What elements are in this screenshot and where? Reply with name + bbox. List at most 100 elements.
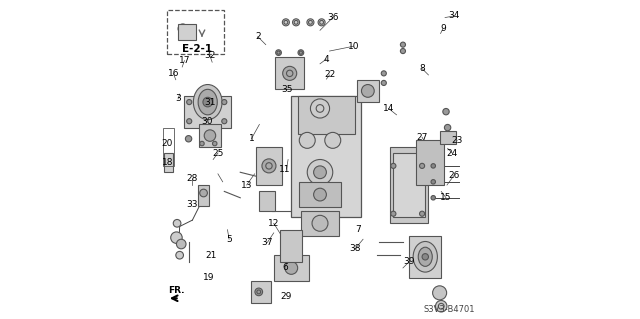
Circle shape: [298, 50, 304, 56]
Circle shape: [203, 97, 212, 107]
Circle shape: [312, 215, 328, 231]
Text: 33: 33: [187, 200, 198, 209]
Text: 27: 27: [417, 133, 428, 142]
Circle shape: [420, 211, 424, 216]
Circle shape: [285, 262, 298, 274]
Circle shape: [420, 163, 424, 168]
Text: 24: 24: [447, 149, 458, 158]
Text: E-2-1: E-2-1: [182, 44, 212, 55]
Circle shape: [173, 219, 181, 227]
Bar: [394, 153, 425, 217]
Circle shape: [401, 48, 406, 54]
Text: 29: 29: [281, 292, 292, 301]
Circle shape: [262, 159, 276, 173]
Circle shape: [391, 211, 396, 216]
Text: 34: 34: [448, 11, 460, 20]
Bar: [291, 96, 362, 217]
Circle shape: [200, 141, 204, 146]
Bar: [163, 128, 174, 166]
Circle shape: [171, 232, 182, 243]
Text: 26: 26: [448, 171, 460, 180]
Circle shape: [186, 136, 192, 142]
Bar: [256, 147, 282, 185]
Ellipse shape: [193, 85, 222, 120]
Text: 23: 23: [451, 136, 463, 145]
Circle shape: [283, 66, 297, 80]
Bar: [300, 182, 340, 207]
Text: 20: 20: [162, 139, 173, 148]
Circle shape: [431, 180, 435, 184]
Circle shape: [401, 42, 406, 47]
Text: 13: 13: [241, 181, 252, 189]
Circle shape: [307, 160, 333, 185]
Circle shape: [443, 108, 449, 115]
Text: 28: 28: [187, 174, 198, 183]
Text: 18: 18: [162, 158, 173, 167]
Bar: [280, 230, 303, 262]
Text: 36: 36: [327, 13, 339, 22]
Circle shape: [431, 196, 435, 200]
Circle shape: [314, 188, 326, 201]
Bar: [440, 131, 456, 144]
Circle shape: [204, 130, 216, 141]
Circle shape: [221, 119, 227, 124]
Text: 6: 6: [282, 263, 288, 272]
Bar: [199, 124, 221, 147]
Text: 11: 11: [279, 165, 291, 174]
Circle shape: [314, 166, 326, 179]
Text: 5: 5: [226, 235, 232, 244]
Circle shape: [433, 286, 447, 300]
Text: 21: 21: [206, 251, 217, 260]
Bar: [298, 96, 355, 134]
Circle shape: [176, 251, 184, 259]
Bar: [178, 24, 196, 40]
Bar: [184, 96, 230, 128]
Text: 16: 16: [168, 69, 179, 78]
Circle shape: [200, 189, 207, 197]
Circle shape: [300, 132, 316, 148]
Text: 8: 8: [419, 64, 425, 73]
Text: 14: 14: [383, 104, 394, 113]
Circle shape: [212, 141, 217, 146]
Circle shape: [282, 19, 289, 26]
Ellipse shape: [413, 241, 437, 272]
Circle shape: [431, 164, 435, 168]
Text: 19: 19: [203, 273, 214, 282]
Bar: [416, 140, 444, 185]
Circle shape: [221, 100, 227, 105]
Bar: [259, 191, 275, 211]
Text: 10: 10: [348, 42, 359, 51]
Circle shape: [391, 163, 396, 168]
Text: 2: 2: [255, 32, 260, 41]
Text: 30: 30: [201, 117, 212, 126]
Text: 1: 1: [248, 134, 254, 143]
Circle shape: [324, 132, 340, 148]
Text: 7: 7: [355, 225, 361, 234]
Bar: [274, 255, 309, 281]
Circle shape: [276, 50, 282, 56]
Text: 3: 3: [175, 94, 181, 103]
Circle shape: [381, 71, 387, 76]
Ellipse shape: [419, 247, 432, 266]
Circle shape: [187, 119, 192, 124]
Bar: [390, 147, 428, 223]
Circle shape: [310, 99, 330, 118]
Text: 12: 12: [268, 219, 280, 228]
Circle shape: [435, 300, 447, 312]
Bar: [410, 236, 441, 278]
Text: 4: 4: [324, 55, 329, 63]
Text: 17: 17: [179, 56, 190, 65]
Circle shape: [255, 288, 262, 296]
Circle shape: [187, 100, 192, 105]
Circle shape: [444, 124, 451, 131]
Bar: [198, 185, 209, 206]
Text: 32: 32: [204, 51, 216, 60]
Circle shape: [307, 19, 314, 26]
Text: 31: 31: [204, 98, 216, 107]
Text: 25: 25: [212, 149, 223, 158]
Bar: [164, 153, 173, 172]
Text: 35: 35: [282, 85, 293, 94]
Circle shape: [318, 19, 325, 26]
Text: 22: 22: [324, 70, 335, 79]
Bar: [252, 281, 271, 303]
